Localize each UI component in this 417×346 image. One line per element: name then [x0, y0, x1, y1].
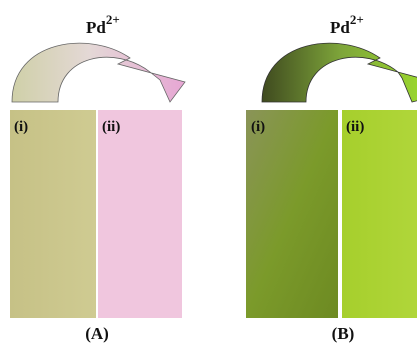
panel-b: Pd2+ (i) (ii) (B)	[246, 12, 417, 343]
reagent: Pd2+	[330, 12, 364, 37]
panel-a: Pd2+ (i) (ii) (A)	[10, 12, 185, 343]
strip	[246, 110, 338, 318]
strip	[342, 110, 417, 318]
strip-label: (ii)	[102, 119, 120, 135]
strip	[10, 110, 96, 318]
strip	[98, 110, 182, 318]
strip-label: (ii)	[346, 119, 364, 135]
arrow	[12, 43, 185, 102]
strip-label: (i)	[14, 119, 28, 135]
strip-label: (i)	[251, 119, 265, 135]
panel-label: (A)	[85, 324, 109, 343]
figure: Pd2+ (i) (ii) (A) Pd2+ (i) (ii) (B)	[0, 0, 417, 346]
panel-label: (B)	[332, 324, 355, 343]
arrow	[262, 43, 417, 102]
reagent: Pd2+	[86, 12, 120, 37]
